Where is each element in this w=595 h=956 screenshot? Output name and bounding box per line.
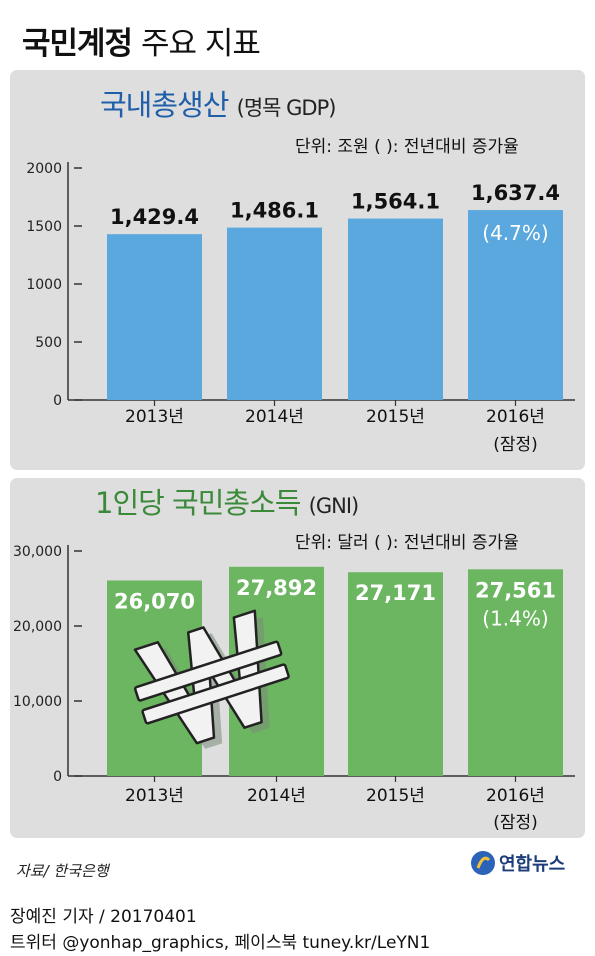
- page-title: 국민계정 주요 지표: [22, 18, 261, 63]
- source-note: 자료/ 한국은행: [16, 862, 109, 880]
- gni-title: 1인당 국민총소득: [95, 486, 301, 520]
- gni-subtitle: (GNI): [308, 494, 360, 518]
- yonhap-logo-text: 연합뉴스: [499, 854, 566, 875]
- gdp-title-block: 국내총생산 (명목 GDP): [100, 82, 337, 124]
- social-links: 트위터 @yonhap_graphics, 페이스북 tuney.kr/LeYN…: [10, 933, 431, 953]
- yonhap-logo-icon: [471, 851, 495, 875]
- gdp-subtitle: (명목 GDP): [236, 96, 337, 120]
- gdp-panel: [10, 70, 585, 470]
- gni-unit-note: 단위: 달러 ( ): 전년대비 증가율: [295, 533, 519, 553]
- page-title-rest: 주요 지표: [140, 26, 261, 62]
- gni-title-block: 1인당 국민총소득 (GNI): [95, 480, 360, 522]
- gdp-title: 국내총생산: [100, 88, 229, 122]
- yonhap-logo: 연합뉴스: [470, 850, 565, 876]
- page-title-bold: 국민계정: [22, 26, 133, 62]
- byline: 장예진 기자 / 20170401: [10, 907, 197, 927]
- gdp-unit-note: 단위: 조원 ( ): 전년대비 증가율: [295, 137, 519, 157]
